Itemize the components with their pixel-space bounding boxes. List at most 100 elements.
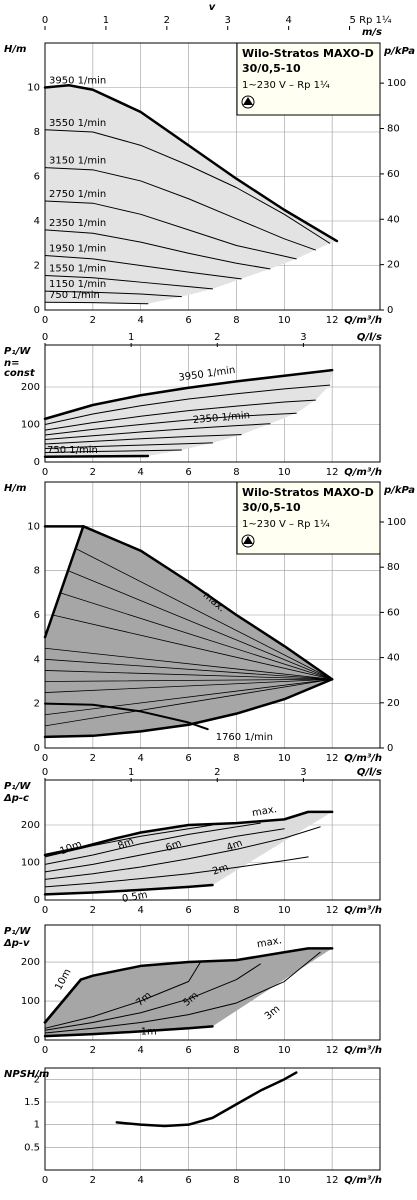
curve: [75, 548, 333, 680]
x-tick-label: 2: [90, 1175, 96, 1186]
x2-axis-label: Q/l/s: [357, 767, 382, 778]
y-tick-label: 2: [34, 261, 40, 272]
curve: [44, 702, 209, 731]
curve: [43, 1025, 214, 1038]
curve: [52, 614, 333, 680]
y-axis-label: NPSH/m: [4, 1069, 49, 1080]
curve: [44, 399, 316, 431]
curve: [43, 678, 334, 739]
y-tick-label: 100: [21, 858, 40, 869]
x-tick-label: 0: [42, 1175, 48, 1186]
curve: [44, 678, 333, 693]
x2-axis-label: Q/l/s: [357, 332, 382, 343]
curve: [44, 963, 261, 1031]
curve-label: 750 1/min: [49, 290, 100, 301]
curve-label: 2350 1/min: [49, 218, 106, 229]
x-tick-label: 10: [278, 467, 291, 478]
curve-label: 2350 1/min: [192, 410, 250, 426]
y-axis-note: Δp-c: [3, 793, 29, 804]
plot-frame: [44, 924, 381, 1041]
x-tick-label: 6: [185, 753, 191, 764]
pump-symbol-arrow: [243, 97, 253, 105]
x-tick-label: 12: [326, 315, 339, 326]
curve: [67, 570, 333, 680]
x-tick-label: 4: [138, 1175, 144, 1186]
x-tick-label: 2: [90, 905, 96, 916]
curve: [44, 678, 333, 727]
curve: [43, 525, 85, 639]
plot-frame: [44, 779, 381, 901]
x-tick-label: 4: [138, 467, 144, 478]
x-tick-label: 2: [90, 753, 96, 764]
x-tick-label: 6: [185, 467, 191, 478]
x2-tick-label: 2: [164, 15, 170, 26]
y2-tick-label: 0: [387, 305, 393, 316]
curve: [44, 449, 182, 454]
y-axis-label: H/m: [4, 483, 26, 494]
y2-tick-label: 0: [387, 743, 393, 754]
operating-range: [45, 526, 333, 737]
y-axis-label: H/m: [4, 44, 26, 55]
curve: [44, 384, 331, 425]
x-tick-label: 6: [185, 905, 191, 916]
x2-tick-label: 1: [128, 332, 134, 343]
curve-label: 3150 1/min: [49, 156, 106, 167]
y2-tick-label: 80: [387, 562, 400, 573]
x2-tick-label: 1: [103, 15, 109, 26]
y-axis-note: n=: [4, 358, 20, 369]
product-model: 30/0,5-10: [242, 501, 301, 514]
y2-tick-label: 40: [387, 214, 400, 225]
x-axis-label: Q/m³/h: [344, 467, 382, 478]
x-tick-label: 4: [138, 1045, 144, 1056]
plot-frame: [44, 344, 381, 463]
curve-label: max.: [251, 804, 277, 819]
x-tick-label: 12: [326, 1175, 339, 1186]
curve: [43, 947, 334, 1024]
y2-tick-label: 80: [387, 124, 400, 135]
x-axis-label: Q/m³/h: [344, 315, 382, 326]
y2-axis-label: p/kPa: [383, 46, 415, 57]
curve: [44, 275, 213, 290]
x-tick-label: 8: [233, 1045, 239, 1056]
x2-tick-label: 4: [285, 15, 291, 26]
y-axis-note: const: [4, 368, 36, 379]
y-tick-label: 0: [34, 1035, 40, 1046]
x-tick-label: 4: [138, 315, 144, 326]
product-box: [236, 42, 381, 116]
plot-frame: [44, 1067, 381, 1171]
curve: [44, 670, 333, 680]
curve: [43, 368, 334, 421]
curve: [44, 647, 333, 680]
x2-tick-label: 3: [300, 332, 306, 343]
y2-tick-label: 40: [387, 653, 400, 664]
y-tick-label: 100: [21, 996, 40, 1007]
curve: [44, 961, 202, 1029]
y-axis-note: Δp-v: [3, 938, 30, 949]
curve: [44, 678, 333, 716]
x-tick-label: 10: [278, 905, 291, 916]
x-tick-label: 0: [42, 315, 48, 326]
x-tick-label: 6: [185, 1045, 191, 1056]
y-tick-label: 200: [21, 382, 40, 393]
y-tick-label: 0: [34, 305, 40, 316]
x2-tick-label: 0: [42, 767, 48, 778]
x2-tick-label: 3: [300, 767, 306, 778]
y-tick-label: 2: [34, 699, 40, 710]
x-tick-label: 12: [326, 753, 339, 764]
y-tick-label: 6: [34, 172, 40, 183]
pump-symbol-arrow: [243, 536, 253, 544]
x-tick-label: 2: [90, 467, 96, 478]
x2-axis-label: v: [209, 2, 216, 13]
curve-label: 1550 1/min: [49, 264, 106, 275]
x-tick-label: 6: [185, 1175, 191, 1186]
y-tick-label: 2: [34, 1074, 40, 1085]
x-tick-label: 10: [278, 1045, 291, 1056]
y-tick-label: 200: [21, 957, 40, 968]
curve: [44, 826, 321, 880]
curve-label: 1150 1/min: [49, 279, 106, 290]
curve: [44, 442, 213, 449]
